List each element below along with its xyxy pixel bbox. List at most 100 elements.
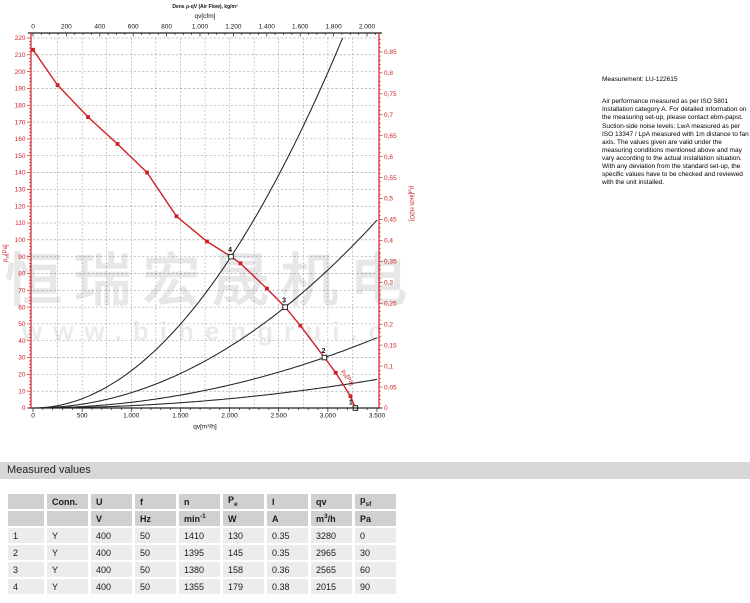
svg-text:220: 220: [15, 35, 26, 42]
table-cell: I: [267, 494, 308, 509]
table-cell: 2: [8, 545, 44, 560]
svg-text:20: 20: [18, 372, 26, 379]
table-cell: f: [135, 494, 176, 509]
table-cell: A: [267, 511, 308, 526]
watermark-url: www.bihengrui.c: [21, 316, 394, 346]
system-curve-3: [33, 219, 378, 409]
svg-text:120: 120: [15, 203, 26, 210]
table-cell: 50: [135, 562, 176, 577]
table-cell: 60: [355, 562, 396, 577]
table-cell: 0.35: [267, 528, 308, 543]
system-curve-1: [33, 378, 378, 409]
svg-text:1.400: 1.400: [259, 24, 276, 31]
operating-point-label: 4: [228, 247, 232, 254]
notes-panel: Measurement: LU-122615 Air performance m…: [602, 76, 750, 188]
x-axis-bottom: 0 500 1.000 1.500 2.000 2.500 3.000 3.500 qv[m³/…: [31, 408, 386, 431]
table-cell: 130: [223, 528, 264, 543]
svg-text:500: 500: [77, 413, 88, 420]
table-row: 2 Y 400 50 1395 145 0.35 2965 30: [8, 545, 396, 560]
svg-text:0,1: 0,1: [384, 363, 393, 370]
table-cell: 179: [223, 579, 264, 594]
svg-text:0,55: 0,55: [384, 175, 397, 182]
operating-point-label: 3: [282, 298, 286, 305]
svg-text:60: 60: [18, 304, 26, 311]
table-cell: 4: [8, 579, 44, 594]
svg-text:0: 0: [31, 24, 35, 31]
table-cell: psf: [355, 494, 396, 509]
fan-curve-marker: [174, 214, 179, 219]
fan-curve-marker: [238, 261, 243, 266]
operating-point-2: [321, 354, 328, 361]
svg-text:0,8: 0,8: [384, 70, 393, 77]
table-cell: Pa: [355, 511, 396, 526]
table-cell: 0: [355, 528, 396, 543]
system-curve-2: [33, 337, 378, 409]
svg-text:30: 30: [18, 355, 26, 362]
svg-text:0,4: 0,4: [384, 238, 393, 245]
svg-text:10: 10: [18, 388, 26, 395]
svg-text:1.000: 1.000: [123, 413, 140, 420]
table-cell: 0.36: [267, 562, 308, 577]
svg-text:600: 600: [128, 24, 139, 31]
svg-text:180: 180: [15, 102, 26, 109]
operating-point-3: [282, 304, 288, 310]
x-axis-top: 0 200 400 600 800 1.000 1.200 1.400 1.600 1.800 2.…: [31, 4, 376, 37]
svg-text:3.000: 3.000: [320, 413, 337, 420]
svg-text:170: 170: [15, 119, 26, 126]
table-cell: 145: [223, 545, 264, 560]
operating-point-label: 1: [349, 400, 353, 407]
fan-curve-marker: [265, 286, 269, 291]
svg-text:1.600: 1.600: [292, 24, 309, 31]
svg-text:0: 0: [31, 413, 35, 420]
fan-curve-marker: [205, 239, 209, 244]
y-axis-right: 0 0,05 0,1 0,15 0,2 0,25 0,3 0,35 0,4 0,45 0,5 0,55…: [379, 38, 414, 412]
watermark-cn: 恒瑞宏晟机电: [5, 249, 419, 313]
table-cell: qv: [311, 494, 352, 509]
fan-curve-marker: [348, 394, 353, 399]
table-cell: 1: [8, 528, 44, 543]
svg-text:90: 90: [18, 254, 26, 261]
table-cell: 400: [91, 562, 132, 577]
table-cell: 1395: [179, 545, 220, 560]
table-cell: 50: [135, 528, 176, 543]
table-cell: 2965: [311, 545, 352, 560]
svg-text:100: 100: [15, 237, 26, 244]
table-cell: 1355: [179, 579, 220, 594]
table-cell: W: [223, 511, 264, 526]
measurement-id: Measurement: LU-122615: [602, 76, 678, 83]
table-cell: Conn.: [47, 494, 88, 509]
svg-text:3.500: 3.500: [369, 413, 386, 420]
svg-text:210: 210: [15, 52, 26, 59]
svg-text:800: 800: [161, 24, 172, 31]
table-cell: Y: [47, 528, 88, 543]
chart-title: Dens ρ-qV (Air Flow), kg/m³: [172, 4, 238, 10]
gridlines: [33, 37, 377, 408]
svg-text:200: 200: [15, 69, 26, 76]
notes-text: Air performance measured as per ISO 5801…: [602, 98, 749, 187]
table-cell: [8, 511, 44, 526]
table-cell: 0.38: [267, 579, 308, 594]
table-cell: Y: [47, 545, 88, 560]
svg-text:1.800: 1.800: [325, 24, 342, 31]
svg-text:40: 40: [18, 338, 26, 345]
table-row: 4 Y 400 50 1355 179 0.38 2015 90: [8, 579, 396, 594]
system-curves: [33, 37, 378, 409]
table-cell: 50: [135, 579, 176, 594]
operating-point-label: 2: [321, 348, 325, 355]
fan-curve-marker: [298, 323, 303, 328]
table-cell: 50: [135, 545, 176, 560]
svg-text:140: 140: [15, 170, 26, 177]
svg-text:0: 0: [22, 405, 26, 412]
svg-text:0,7: 0,7: [384, 112, 393, 119]
fan-curve-marker: [86, 115, 90, 119]
table-cell: 400: [91, 528, 132, 543]
svg-text:200: 200: [61, 24, 72, 31]
table-cell: 3280: [311, 528, 352, 543]
svg-text:190: 190: [15, 86, 26, 93]
section-measured-values: Measured values: [0, 462, 750, 479]
table-row: 3 Y 400 50 1380 158 0.36 2565 60: [8, 562, 396, 577]
svg-text:1.000: 1.000: [192, 24, 209, 31]
